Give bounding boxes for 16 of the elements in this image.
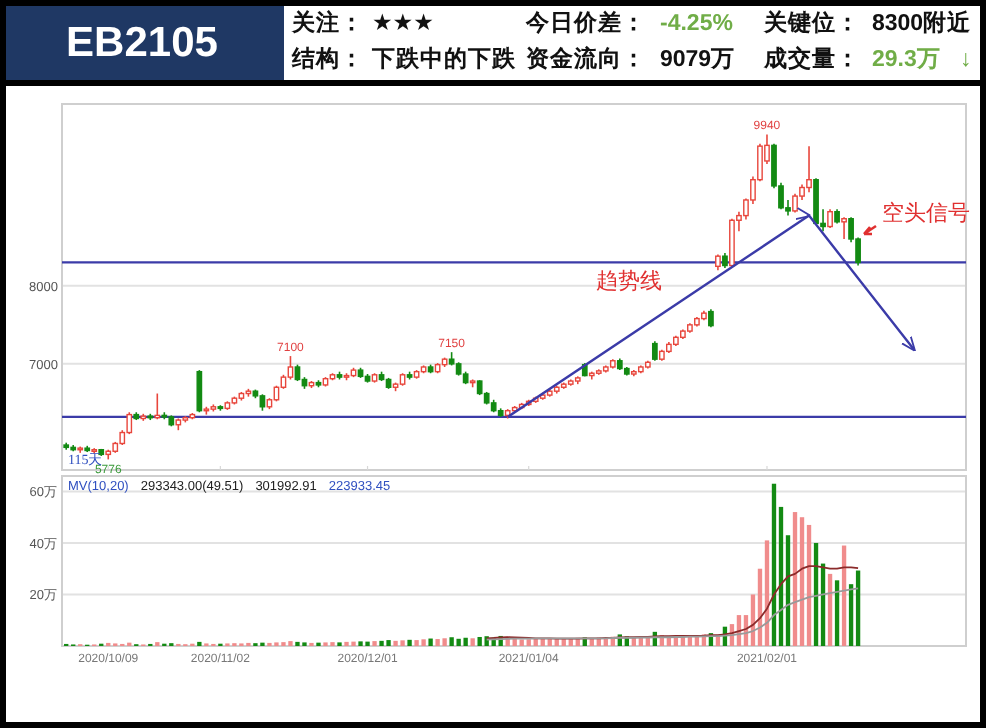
annotation: 空头信号 — [882, 200, 970, 226]
text: 关键位： — [762, 8, 860, 36]
series-label: 趋势线 — [596, 268, 663, 295]
text: ★★★ — [372, 12, 434, 36]
text: 9079万 — [660, 46, 736, 72]
text: 8300附近 — [872, 8, 974, 36]
text: 结构： — [290, 44, 364, 72]
text: 关注： — [290, 8, 364, 36]
text: EB2105 — [66, 20, 219, 66]
text: 今日价差： — [524, 8, 646, 36]
text: 资金流向： — [526, 44, 646, 72]
text: 成交量： — [762, 44, 860, 72]
text: 29.3万 — [872, 46, 941, 72]
text: -4.25% — [660, 12, 733, 36]
text: 下跌中的下跌 — [370, 44, 518, 72]
text: ↓ — [960, 48, 972, 72]
